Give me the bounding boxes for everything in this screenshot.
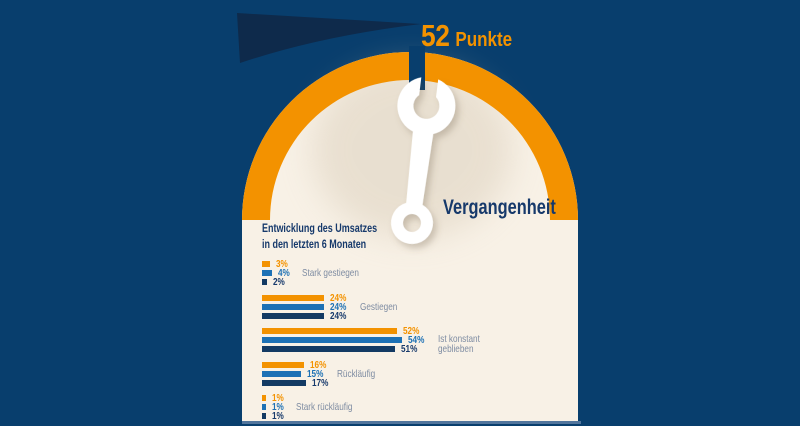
bar-chart: 3% 4% Stark gestiegen 2% 24% 24% Gestieg… [262, 258, 502, 426]
bar-orange [262, 361, 304, 368]
bar-row: 1% Stark rückläufig [262, 401, 502, 413]
category-label: Ist konstant geblieben [438, 333, 480, 355]
bar-value-label: 17% [312, 376, 329, 389]
chart-title-line1: Entwicklung des Umsatzes [262, 223, 378, 235]
category-label: Stark gestiegen [302, 267, 360, 279]
bar-row: 52% [262, 325, 502, 337]
gauge-ring [242, 52, 578, 220]
bar-row: 15% Rückläufig [262, 367, 502, 380]
bar-orange [262, 395, 266, 401]
bar-value-label: 4% [278, 267, 290, 279]
bar-group-gestiegen: 24% 24% Gestiegen 24% [262, 291, 502, 322]
bar-group-stark-gestiegen: 3% 4% Stark gestiegen 2% [262, 258, 502, 288]
bar-blue [262, 370, 301, 377]
bar-orange [262, 328, 397, 334]
bar-value-label: 3% [276, 258, 288, 270]
chart-title-line2: in den letzten 6 Monaten [262, 238, 367, 251]
score-value: 52 [421, 18, 450, 53]
wrench-handle [405, 122, 435, 213]
bar-value-label: 1% [272, 392, 284, 404]
bar-value-label: 52% [403, 325, 420, 337]
bar-row: 24% Gestiegen [262, 300, 502, 313]
bar-navy [262, 279, 267, 285]
bar-value-label: 24% [330, 309, 347, 322]
bar-value-label: 51% [401, 343, 418, 355]
bar-group-ruecklaeufig: 16% 15% Rückläufig 17% [262, 358, 502, 389]
bar-value-label: 1% [272, 401, 284, 413]
bar-row: 2% [262, 276, 502, 288]
bar-value-label: 24% [330, 291, 347, 304]
bar-group-stark-ruecklaeufig: 1% 1% Stark rückläufig 1% [262, 392, 502, 422]
category-label: Gestiegen [360, 300, 398, 313]
bar-value-label: 24% [330, 300, 347, 313]
bar-row: 3% [262, 258, 502, 270]
panel-bottom-rule [242, 421, 581, 424]
bar-navy [262, 379, 306, 386]
bar-blue [262, 404, 266, 410]
bar-value-label: 54% [408, 334, 425, 346]
bar-orange [262, 294, 324, 301]
bar-row: 54% Ist konstant geblieben [262, 334, 502, 354]
bar-blue [262, 303, 324, 310]
bar-navy [262, 312, 324, 319]
bar-orange [262, 261, 270, 267]
bar-value-label: 15% [307, 367, 324, 380]
chart-title: Entwicklung des Umsatzes in den letzten … [262, 222, 410, 253]
bar-row: 1% [262, 392, 502, 404]
bar-row: 17% [262, 376, 502, 389]
bar-navy [262, 346, 395, 352]
bar-group-ist-konstant-geblieben: 52% 54% Ist konstant geblieben 51% [262, 325, 502, 355]
wrench-ring-end [391, 202, 433, 244]
bar-row: 24% [262, 291, 502, 304]
needle-wedge [237, 13, 421, 63]
wrench-icon [391, 77, 456, 244]
bar-row: 16% [262, 358, 502, 371]
bar-row: 24% [262, 309, 502, 322]
score-readout: 52 Punkte [421, 18, 512, 54]
score-unit: Punkte [455, 29, 513, 51]
gauge-side-label: Vergangenheit [443, 196, 556, 219]
bar-row: 4% Stark gestiegen [262, 267, 502, 279]
bar-blue [262, 270, 272, 276]
bar-row: 51% [262, 343, 502, 355]
bar-navy [262, 413, 266, 419]
bar-value-label: 2% [273, 276, 285, 288]
wrench-open-end [397, 77, 456, 135]
category-label: Stark rückläufig [296, 401, 353, 413]
bar-row: 1% [262, 410, 502, 422]
bar-blue [262, 337, 402, 343]
category-label: Rückläufig [337, 367, 376, 380]
bar-value-label: 16% [310, 358, 327, 371]
bar-value-label: 1% [272, 410, 284, 422]
